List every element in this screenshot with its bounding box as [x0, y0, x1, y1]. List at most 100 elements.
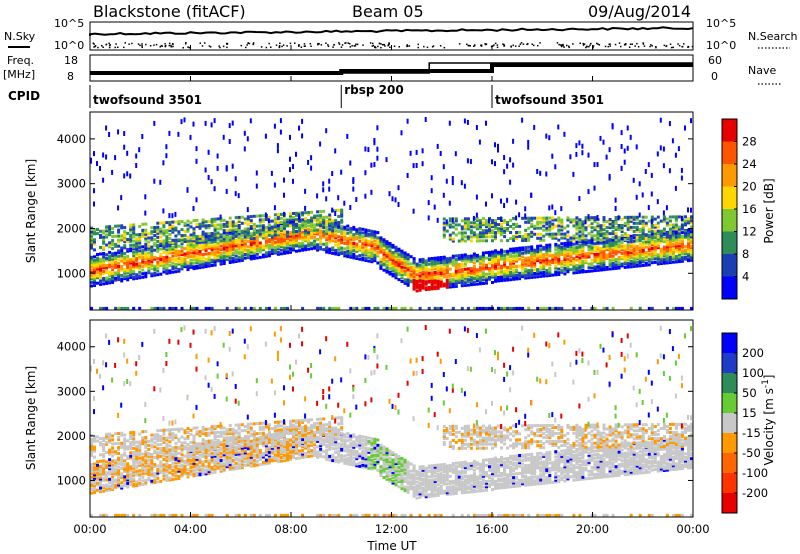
power-cell — [469, 279, 473, 283]
velocity-cell — [96, 465, 99, 469]
velocity-cell — [135, 457, 139, 461]
velocity-cell — [96, 481, 99, 485]
power-cell — [668, 252, 672, 256]
power-cell — [258, 232, 262, 236]
power-cell — [554, 244, 558, 248]
power-cell — [548, 228, 552, 232]
power-cell — [201, 232, 205, 236]
nsearch-point — [670, 46, 673, 49]
velocity-cell — [105, 485, 109, 489]
power-cell — [150, 252, 154, 256]
power-cell — [186, 244, 190, 248]
power-cell — [90, 275, 93, 279]
power-cell — [168, 213, 171, 219]
power-cell — [216, 237, 220, 241]
power-cell — [144, 253, 148, 257]
power-cell — [237, 224, 241, 227]
power-cell — [617, 226, 621, 229]
power-cell — [237, 239, 241, 243]
power-cell — [569, 241, 573, 245]
power-cell — [635, 144, 638, 150]
power-cell — [668, 243, 672, 247]
power-cell — [481, 264, 485, 267]
power-cell — [602, 244, 606, 248]
velocity-cell — [123, 451, 127, 455]
power-cell — [204, 240, 208, 244]
power-cell — [168, 247, 172, 251]
power-cell — [608, 238, 612, 242]
power-cell — [379, 238, 383, 242]
power-cell — [204, 252, 208, 256]
power-cell — [144, 257, 148, 261]
power-cell — [644, 242, 648, 246]
power-cell — [662, 258, 666, 262]
power-cell — [421, 261, 425, 265]
velocity-cell — [99, 468, 102, 472]
power-cell — [283, 248, 286, 252]
power-cell — [292, 246, 295, 250]
power-cell — [213, 256, 217, 260]
power-cell — [623, 251, 627, 255]
power-cell — [243, 249, 247, 253]
power-cell — [168, 233, 172, 236]
power-cell — [195, 235, 199, 239]
power-cell — [283, 177, 285, 183]
power-cell — [93, 266, 96, 269]
power-cell — [521, 260, 525, 264]
nsearch-point — [563, 46, 565, 48]
power-cell — [530, 218, 534, 222]
power-cell — [394, 256, 398, 260]
power-cell — [506, 163, 509, 169]
power-cell — [90, 306, 93, 310]
power-cell — [117, 234, 121, 238]
power-cell — [463, 217, 467, 221]
power-cell — [295, 151, 297, 157]
power-cell — [448, 273, 452, 276]
power-cell — [240, 215, 244, 219]
nsearch-point — [620, 45, 622, 48]
power-cell — [144, 271, 148, 275]
power-cell — [180, 262, 184, 265]
power-cell — [370, 253, 374, 257]
power-cell — [171, 220, 175, 224]
power-cell — [343, 227, 347, 231]
velocity-cell — [123, 466, 127, 470]
power-cell — [680, 240, 684, 244]
power-cell — [626, 125, 629, 131]
power-cell — [258, 248, 262, 252]
power-cell — [147, 256, 151, 260]
power-cell — [602, 243, 606, 247]
power-cell — [301, 223, 305, 227]
power-cell — [135, 275, 139, 278]
power-cell — [225, 248, 229, 252]
power-cell — [638, 246, 642, 250]
power-cell — [132, 229, 136, 233]
power-cell — [620, 244, 624, 248]
power-cell — [427, 275, 431, 279]
power-cell — [650, 172, 653, 178]
power-cell — [439, 277, 443, 281]
velocity-cell — [135, 471, 139, 475]
nsearch-point — [164, 45, 166, 47]
power-cell — [460, 268, 464, 272]
power-cell — [626, 254, 630, 258]
power-cell — [126, 231, 130, 235]
power-cell — [261, 246, 265, 250]
power-cell — [581, 226, 585, 230]
power-cell — [521, 117, 524, 123]
power-cell — [96, 270, 99, 274]
power-cell — [367, 306, 371, 310]
velocity-cell — [123, 447, 127, 451]
power-cell — [557, 256, 561, 260]
power-cell — [165, 237, 169, 241]
power-cell — [337, 224, 341, 228]
power-cell — [403, 251, 407, 255]
power-cell — [213, 223, 217, 227]
nave-tick-bottom: 0 — [711, 70, 718, 83]
power-cell — [270, 237, 274, 241]
power-cell — [123, 232, 127, 236]
power-cell — [304, 246, 308, 250]
power-cell — [687, 207, 689, 213]
power-cell — [497, 143, 499, 149]
power-cell — [494, 142, 496, 148]
